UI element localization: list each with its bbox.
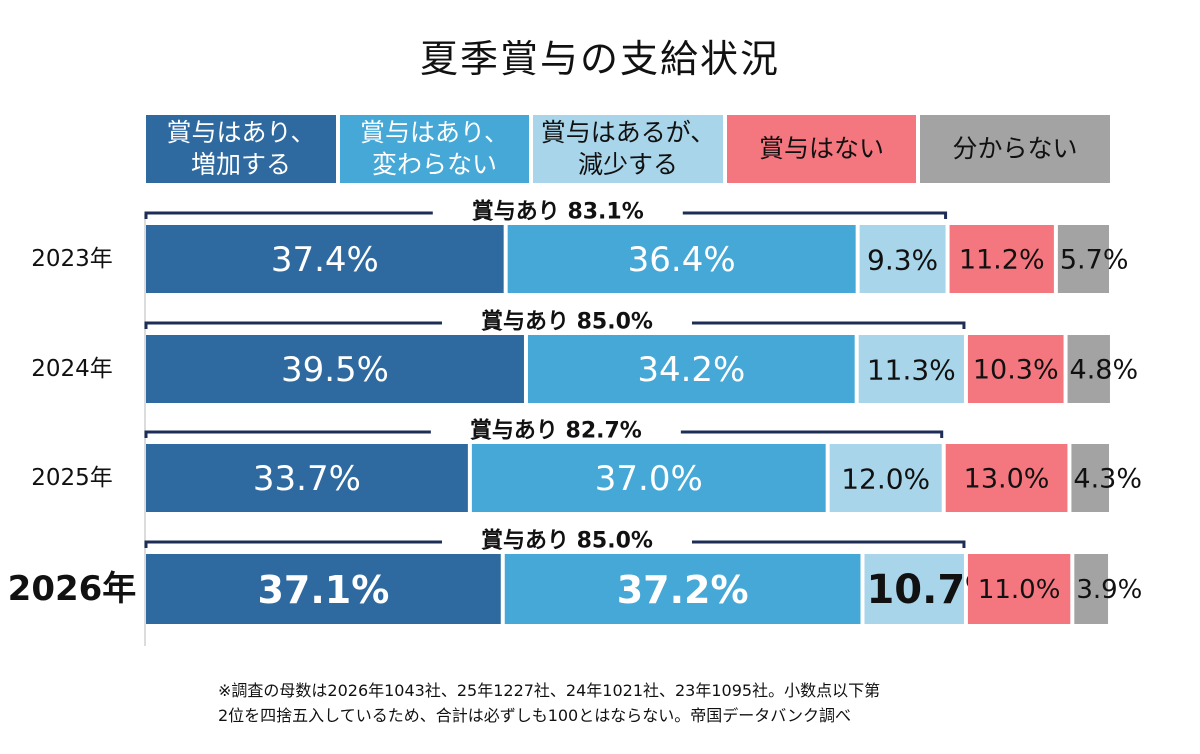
bar-segment — [1057, 225, 1109, 293]
category-label: 2023年 — [31, 246, 113, 272]
data-label: 13.0% — [964, 464, 1050, 495]
data-label: 37.1% — [257, 568, 389, 612]
bar-segment — [146, 335, 524, 403]
bar-segment — [146, 225, 504, 293]
bar-segment — [967, 554, 1071, 624]
bar-segment — [146, 444, 468, 512]
bar-segment — [945, 444, 1068, 512]
bar-segment — [967, 335, 1064, 403]
footnote-line-2: 2位を四捨五入しているため、合計は必ずしも100とはならない。帝国データバンク調… — [218, 706, 852, 725]
bar-segment — [507, 225, 856, 293]
bonus-total-label: 賞与あり 83.1% — [472, 199, 644, 225]
data-label: 11.0% — [978, 575, 1061, 605]
legend-item: 賞与はない — [727, 115, 916, 183]
data-label: 11.3% — [867, 354, 956, 387]
bonus-total-label: 賞与あり 82.7% — [470, 418, 642, 444]
bar-segment — [858, 335, 964, 403]
bonus-bracket-right — [682, 211, 948, 219]
chart-title: 夏季賞与の支給状況 — [419, 37, 780, 81]
bar-segment — [949, 225, 1054, 293]
data-label: 39.5% — [281, 350, 389, 390]
legend-item: 賞与はあり、 増加する — [146, 115, 336, 183]
bonus-bracket-left — [144, 211, 433, 219]
category-label: 2024年 — [31, 356, 113, 382]
bonus-bracket-left — [144, 321, 442, 329]
bonus-bracket-left — [144, 430, 431, 438]
data-label: 37.2% — [617, 568, 749, 612]
legend-item: 分からない — [920, 115, 1110, 183]
footnote-line-1: ※調査の母数は2026年1043社、25年1227社、24年1021社、23年1… — [218, 681, 881, 700]
data-label: 37.0% — [595, 459, 703, 499]
data-label: 34.2% — [637, 350, 745, 390]
legend-item: 賞与はあるが、 減少する — [533, 115, 723, 183]
data-label: 37.4% — [271, 240, 379, 280]
bar-segment — [504, 554, 861, 624]
footnote: ※調査の母数は2026年1043社、25年1227社、24年1021社、23年1… — [218, 678, 880, 728]
bar-segment — [471, 444, 826, 512]
bonus-bracket-right — [680, 430, 944, 438]
data-label: 3.9% — [1076, 575, 1142, 605]
data-label: 5.7% — [1060, 245, 1129, 276]
data-label: 10.3% — [973, 355, 1059, 386]
bonus-bracket-right — [691, 321, 966, 329]
data-label: 33.7% — [253, 459, 361, 499]
category-label: 2026年 — [8, 569, 137, 609]
bar-segment — [1067, 335, 1110, 403]
bar-segment — [527, 335, 855, 403]
bar-segment — [864, 554, 964, 624]
bar-segment — [1071, 444, 1109, 512]
bonus-total-label: 賞与あり 85.0% — [481, 528, 653, 554]
bar-segment — [859, 225, 946, 293]
category-label: 2025年 — [31, 465, 113, 491]
data-label: 4.8% — [1070, 355, 1139, 386]
bar-segment — [829, 444, 942, 512]
bonus-bracket-left — [144, 540, 442, 548]
data-label: 4.3% — [1073, 464, 1142, 495]
bar-segment — [146, 554, 501, 624]
data-label: 36.4% — [628, 240, 736, 280]
bonus-total-label: 賞与あり 85.0% — [481, 309, 653, 335]
bonus-bracket-right — [691, 540, 966, 548]
data-label: 9.3% — [867, 244, 938, 277]
data-label: 11.2% — [959, 245, 1045, 276]
legend-item: 賞与はあり、 変わらない — [340, 115, 529, 183]
data-label: 12.0% — [841, 463, 930, 496]
bar-segment — [1074, 554, 1109, 624]
